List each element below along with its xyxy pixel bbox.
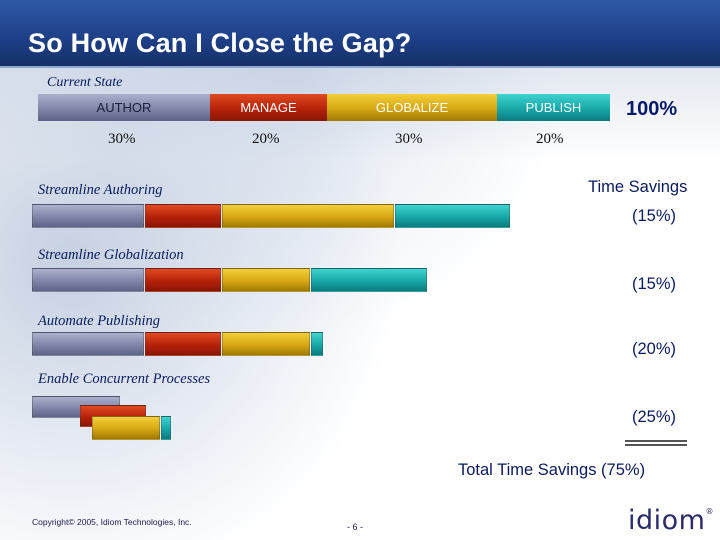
- bar-author: [32, 332, 144, 356]
- page-number: - 6 -: [347, 522, 364, 532]
- globalize-percent: 30%: [395, 131, 423, 147]
- stage-publish: PUBLISH: [497, 94, 610, 121]
- scenario-savings: (15%): [632, 207, 677, 225]
- author-percent: 30%: [108, 131, 136, 147]
- scenario-label: Automate Publishing: [38, 313, 161, 329]
- scenario-label: Streamline Globalization: [38, 247, 184, 263]
- bar-globalize: [222, 332, 310, 356]
- bar-publish: [395, 204, 510, 228]
- current-state-label: Current State: [47, 75, 123, 90]
- scenario-label: Enable Concurrent Processes: [38, 371, 211, 387]
- bar-globalize: [222, 268, 310, 292]
- bar-manage: [145, 332, 221, 356]
- publish-percent: 20%: [536, 131, 564, 147]
- title-banner: So How Can I Close the Gap?: [0, 0, 720, 66]
- stage-globalize: GLOBALIZE: [327, 94, 497, 121]
- bar-author: [32, 268, 144, 292]
- scenario-label: Streamline Authoring: [38, 182, 163, 198]
- bar-publish: [161, 416, 171, 440]
- manage-percent: 20%: [252, 131, 280, 147]
- stage-author: AUTHOR: [38, 94, 210, 121]
- scenario-savings: (20%): [632, 340, 677, 358]
- bar-manage: [145, 204, 221, 228]
- bar-globalize: [222, 204, 394, 228]
- title-divider: [0, 66, 720, 68]
- logo-text: idiom: [628, 505, 706, 536]
- copyright-text: Copyright© 2005, Idiom Technologies, Inc…: [32, 517, 192, 527]
- scenario-savings: (15%): [632, 275, 677, 293]
- scenario-savings: (25%): [632, 408, 677, 426]
- bar-publish: [311, 332, 323, 356]
- total-underline: [625, 440, 687, 446]
- time-savings-header: Time Savings: [588, 178, 688, 196]
- bar-author: [32, 204, 144, 228]
- total-percent: 100%: [626, 98, 678, 120]
- stage-manage: MANAGE: [210, 94, 327, 121]
- bar-globalize: [92, 416, 160, 440]
- bar-manage: [145, 268, 221, 292]
- page-title: So How Can I Close the Gap?: [28, 28, 412, 58]
- registered-mark: ®: [705, 507, 714, 516]
- total-savings: Total Time Savings (75%): [458, 461, 646, 479]
- bar-publish: [311, 268, 427, 292]
- idiom-logo: idiom®: [628, 505, 714, 536]
